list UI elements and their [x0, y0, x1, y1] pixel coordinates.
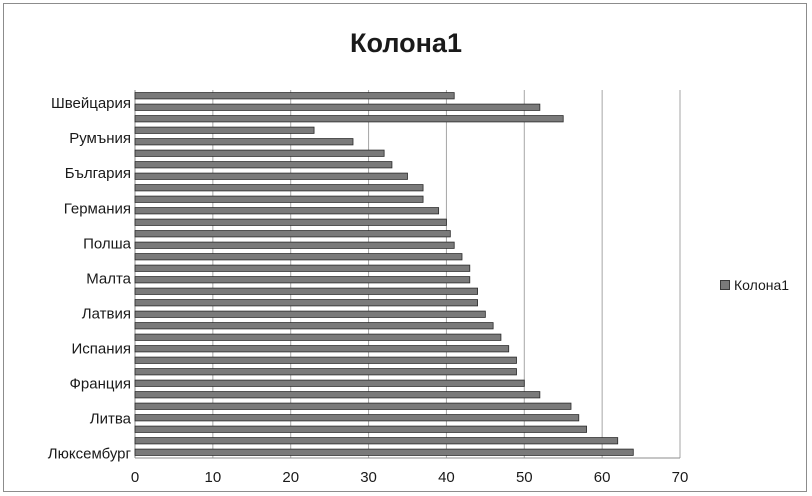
y-tick-label: Малта [86, 270, 131, 287]
y-tick-label: Германия [64, 200, 131, 217]
x-tick-label: 10 [205, 469, 222, 486]
bar [134, 241, 455, 249]
legend: Колона1 [720, 277, 789, 293]
x-tick-label: 40 [438, 469, 455, 486]
bar [134, 356, 517, 364]
bar [134, 368, 517, 376]
y-tick-label: Литва [90, 411, 132, 428]
bar [134, 448, 634, 456]
x-tick-label: 20 [282, 469, 299, 486]
legend-label: Колона1 [734, 277, 790, 293]
bar [134, 138, 354, 146]
bar [134, 230, 451, 238]
bar [134, 115, 564, 123]
bar [134, 287, 478, 295]
bar [134, 184, 424, 192]
x-tick-label: 70 [672, 469, 689, 486]
y-tick-label: Латвия [82, 305, 131, 322]
bar [134, 207, 440, 215]
x-tick-label: 30 [360, 469, 377, 486]
bar [134, 172, 408, 180]
x-tick-label: 50 [516, 469, 533, 486]
bar [134, 310, 486, 318]
x-tick-label: 0 [131, 469, 139, 486]
bar [134, 103, 541, 111]
y-tick-label: Румъния [69, 130, 131, 147]
y-tick-label: Люксембург [48, 446, 132, 463]
y-tick-label: Швейцария [51, 95, 131, 112]
legend-swatch [720, 280, 730, 290]
bar [134, 264, 471, 272]
bar [134, 414, 580, 422]
bar [134, 379, 525, 387]
bar [134, 253, 463, 261]
bar [134, 218, 447, 226]
bar [134, 92, 455, 100]
chart-title: Колона1 [350, 28, 462, 58]
bar [134, 425, 587, 433]
bar [134, 299, 478, 307]
y-tick-label: Полша [83, 235, 132, 252]
bar [134, 345, 510, 353]
y-tick-label: България [65, 165, 131, 182]
bar [134, 322, 494, 330]
y-tick-label: Испания [71, 340, 131, 357]
bar [134, 149, 385, 157]
bar [134, 437, 619, 445]
bar [134, 391, 541, 399]
bar [134, 276, 471, 284]
bar [134, 126, 315, 134]
bar [134, 195, 424, 203]
y-tick-label: Франция [70, 376, 131, 393]
x-tick-label: 60 [594, 469, 611, 486]
bar [134, 402, 572, 410]
bar [134, 333, 502, 341]
bar [134, 161, 393, 169]
